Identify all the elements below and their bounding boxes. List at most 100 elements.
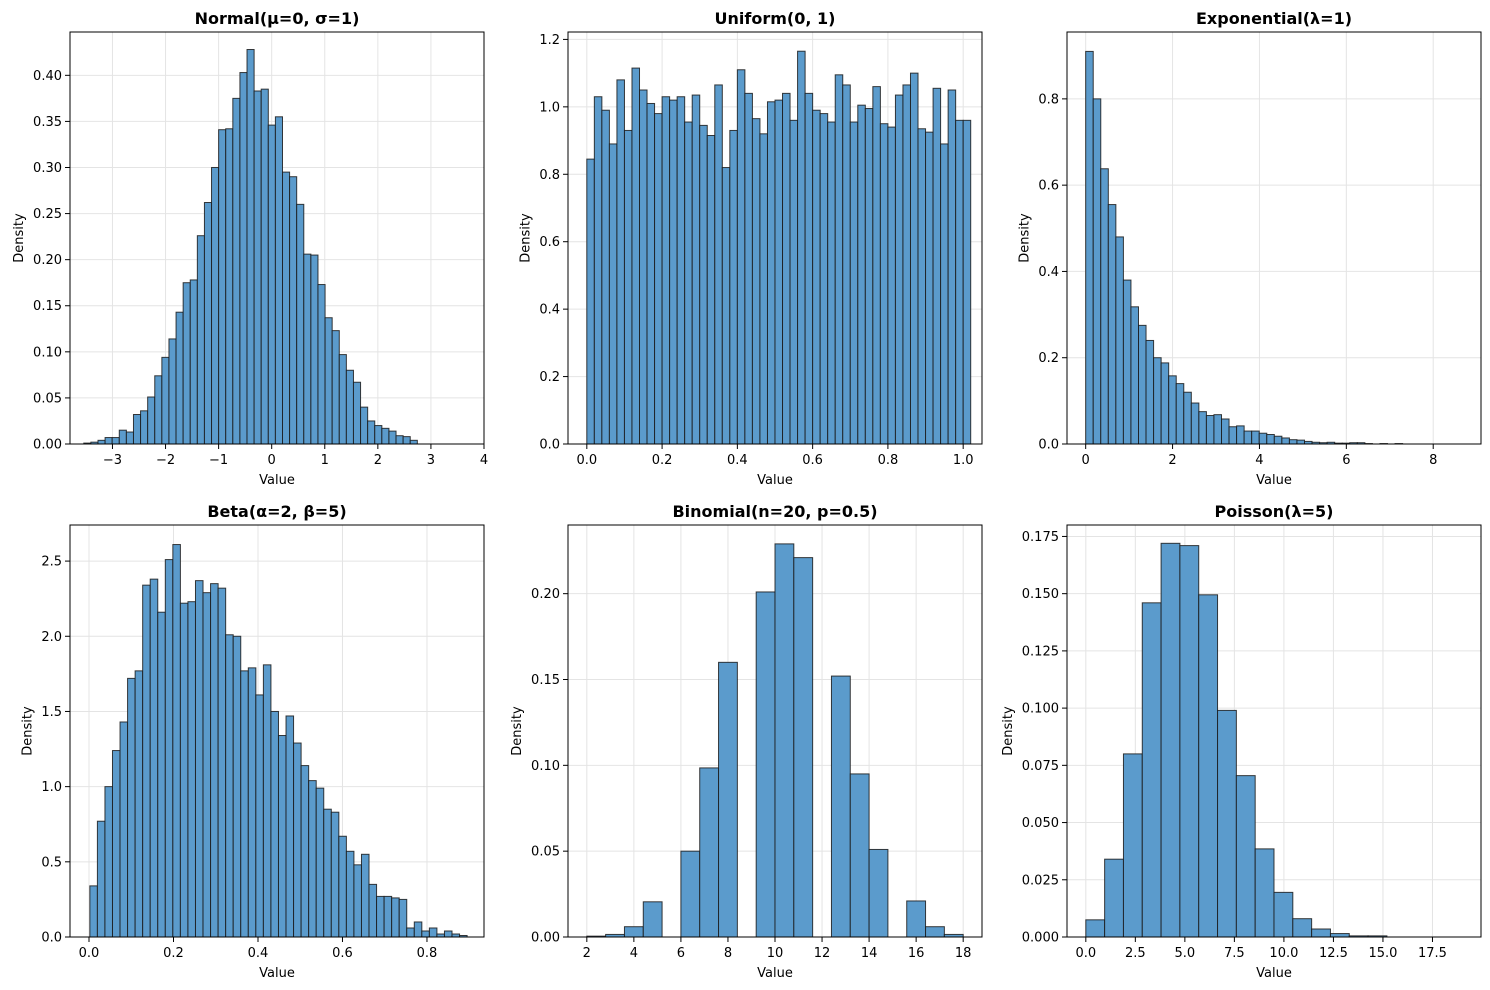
histogram-bar [1228,426,1238,445]
histogram-bar [225,634,234,938]
histogram-bar [864,108,874,445]
x-tick-label: 8 [724,946,732,961]
x-tick-label: 15.0 [1368,946,1397,961]
histogram-bar [1138,324,1147,445]
histogram-bar [714,84,723,445]
x-tick-label: 0.6 [802,453,823,468]
histogram-bar [147,396,156,445]
histogram-bar [210,583,219,938]
y-tick-label: 0.050 [1022,816,1059,831]
histogram-bar [1254,848,1275,938]
y-tick-label: 1.0 [41,780,62,795]
y-tick-label: 0.025 [1022,873,1059,888]
histogram-bar [646,102,656,445]
x-axis-label: Value [757,473,793,488]
y-tick-label: 1.5 [41,705,62,720]
histogram-bar [277,735,287,938]
x-tick-label: 5.0 [1175,946,1196,961]
histogram-bar [118,429,127,445]
histogram-bar [267,124,276,445]
x-tick-label: 0 [268,453,276,468]
histogram-bar [616,79,625,445]
histogram-bar [1296,439,1306,445]
y-tick-label: 0.40 [33,69,62,84]
histogram-panel-3: 0 2 4 6 8 0.0 0.2 0.4 0.6 0.8 Exponential(λ=1) Valu… [1017,9,1482,488]
histogram-bar [1235,775,1256,938]
histogram-bar [239,72,248,445]
histogram-panel-1: −3 −2 −1 0 1 2 3 4 0.00 0.05 0.10 0.15 0.20 0.25 0.30 0… [12,9,488,488]
histogram-bar [134,670,144,938]
y-tick-label: 0.4 [1038,265,1059,280]
histogram-bar [300,765,310,938]
histogram-bar [428,927,438,938]
histogram-bar [1236,425,1245,445]
histogram-bar [345,850,355,938]
histogram-bar [240,670,249,938]
histogram-bar [830,675,851,938]
histogram-bar [793,557,814,938]
x-tick-label: 0.0 [1075,946,1096,961]
histogram-bar [1217,709,1237,938]
histogram-bar [1190,402,1200,445]
y-tick-label: 0.0 [41,931,62,946]
histogram-bar [168,338,177,445]
y-tick-label: 0.8 [1038,92,1059,107]
histogram-bar [842,84,851,445]
x-tick-label: 4 [630,946,638,961]
histogram-bar [338,354,347,445]
histogram-bar [1243,430,1253,445]
histogram-bar [812,109,821,445]
x-tick-label: 4 [480,453,488,468]
panel-title: Normal(μ=0, σ=1) [195,9,360,28]
histogram-bar [849,121,859,445]
histogram-panel-5: 2 4 6 8 10 12 14 16 18 0.00 0.05 0.10 0.15 0.20 Binomi… [510,502,983,981]
histogram-bar [1160,542,1181,938]
histogram-bar [406,927,415,938]
histogram-bar [391,897,400,938]
histogram-bar [782,92,791,445]
histogram-bar [443,930,453,938]
histogram-bar [639,89,648,445]
x-tick-label: 6 [677,946,685,961]
histogram-bar [917,128,927,445]
histogram-bar [1258,432,1268,445]
histogram-bar [149,578,159,938]
histogram-bar [623,129,633,445]
x-tick-label: −1 [209,453,228,468]
y-tick-label: 0.150 [1022,587,1059,602]
histogram-bar [766,101,776,445]
y-tick-label: 0.100 [1022,702,1059,717]
histogram-bar [374,425,383,445]
panel-title: Beta(α=2, β=5) [207,502,346,521]
histogram-bar [381,427,390,445]
histogram-bar [421,930,430,938]
histogram-bar [1288,439,1298,445]
y-axis-label: Density [1001,706,1016,756]
histogram-bar [755,591,776,938]
histogram-bar [1213,414,1223,445]
histogram-bar [1329,933,1350,938]
histogram-bar [296,203,305,445]
histogram-bar [104,786,113,938]
histogram-bar [940,143,949,445]
histogram-bar [661,96,671,445]
y-tick-label: 0.05 [33,391,62,406]
x-tick-label: 0.2 [163,946,184,961]
histogram-bar [593,96,603,445]
y-tick-label: 0.15 [33,299,62,314]
histogram-panel-2: 0.0 0.2 0.4 0.6 0.8 1.0 0.0 0.2 0.4 0.6 0.8 1.0 1.2 U… [518,9,983,488]
histogram-bar [1281,437,1290,445]
histogram-bar [330,811,340,938]
y-tick-label: 0.4 [539,303,560,318]
histogram-bar [654,113,663,445]
y-tick-label: 0.00 [33,438,62,453]
y-tick-label: 0.175 [1022,530,1059,545]
histogram-bar [887,126,896,445]
histogram-bar [132,414,142,445]
histogram-bar [398,898,408,938]
histogram-bar [718,661,738,938]
histogram-bar [323,808,332,938]
histogram-bar [352,381,362,445]
histogram-bar [104,437,113,445]
x-tick-label: 0.0 [79,946,100,961]
